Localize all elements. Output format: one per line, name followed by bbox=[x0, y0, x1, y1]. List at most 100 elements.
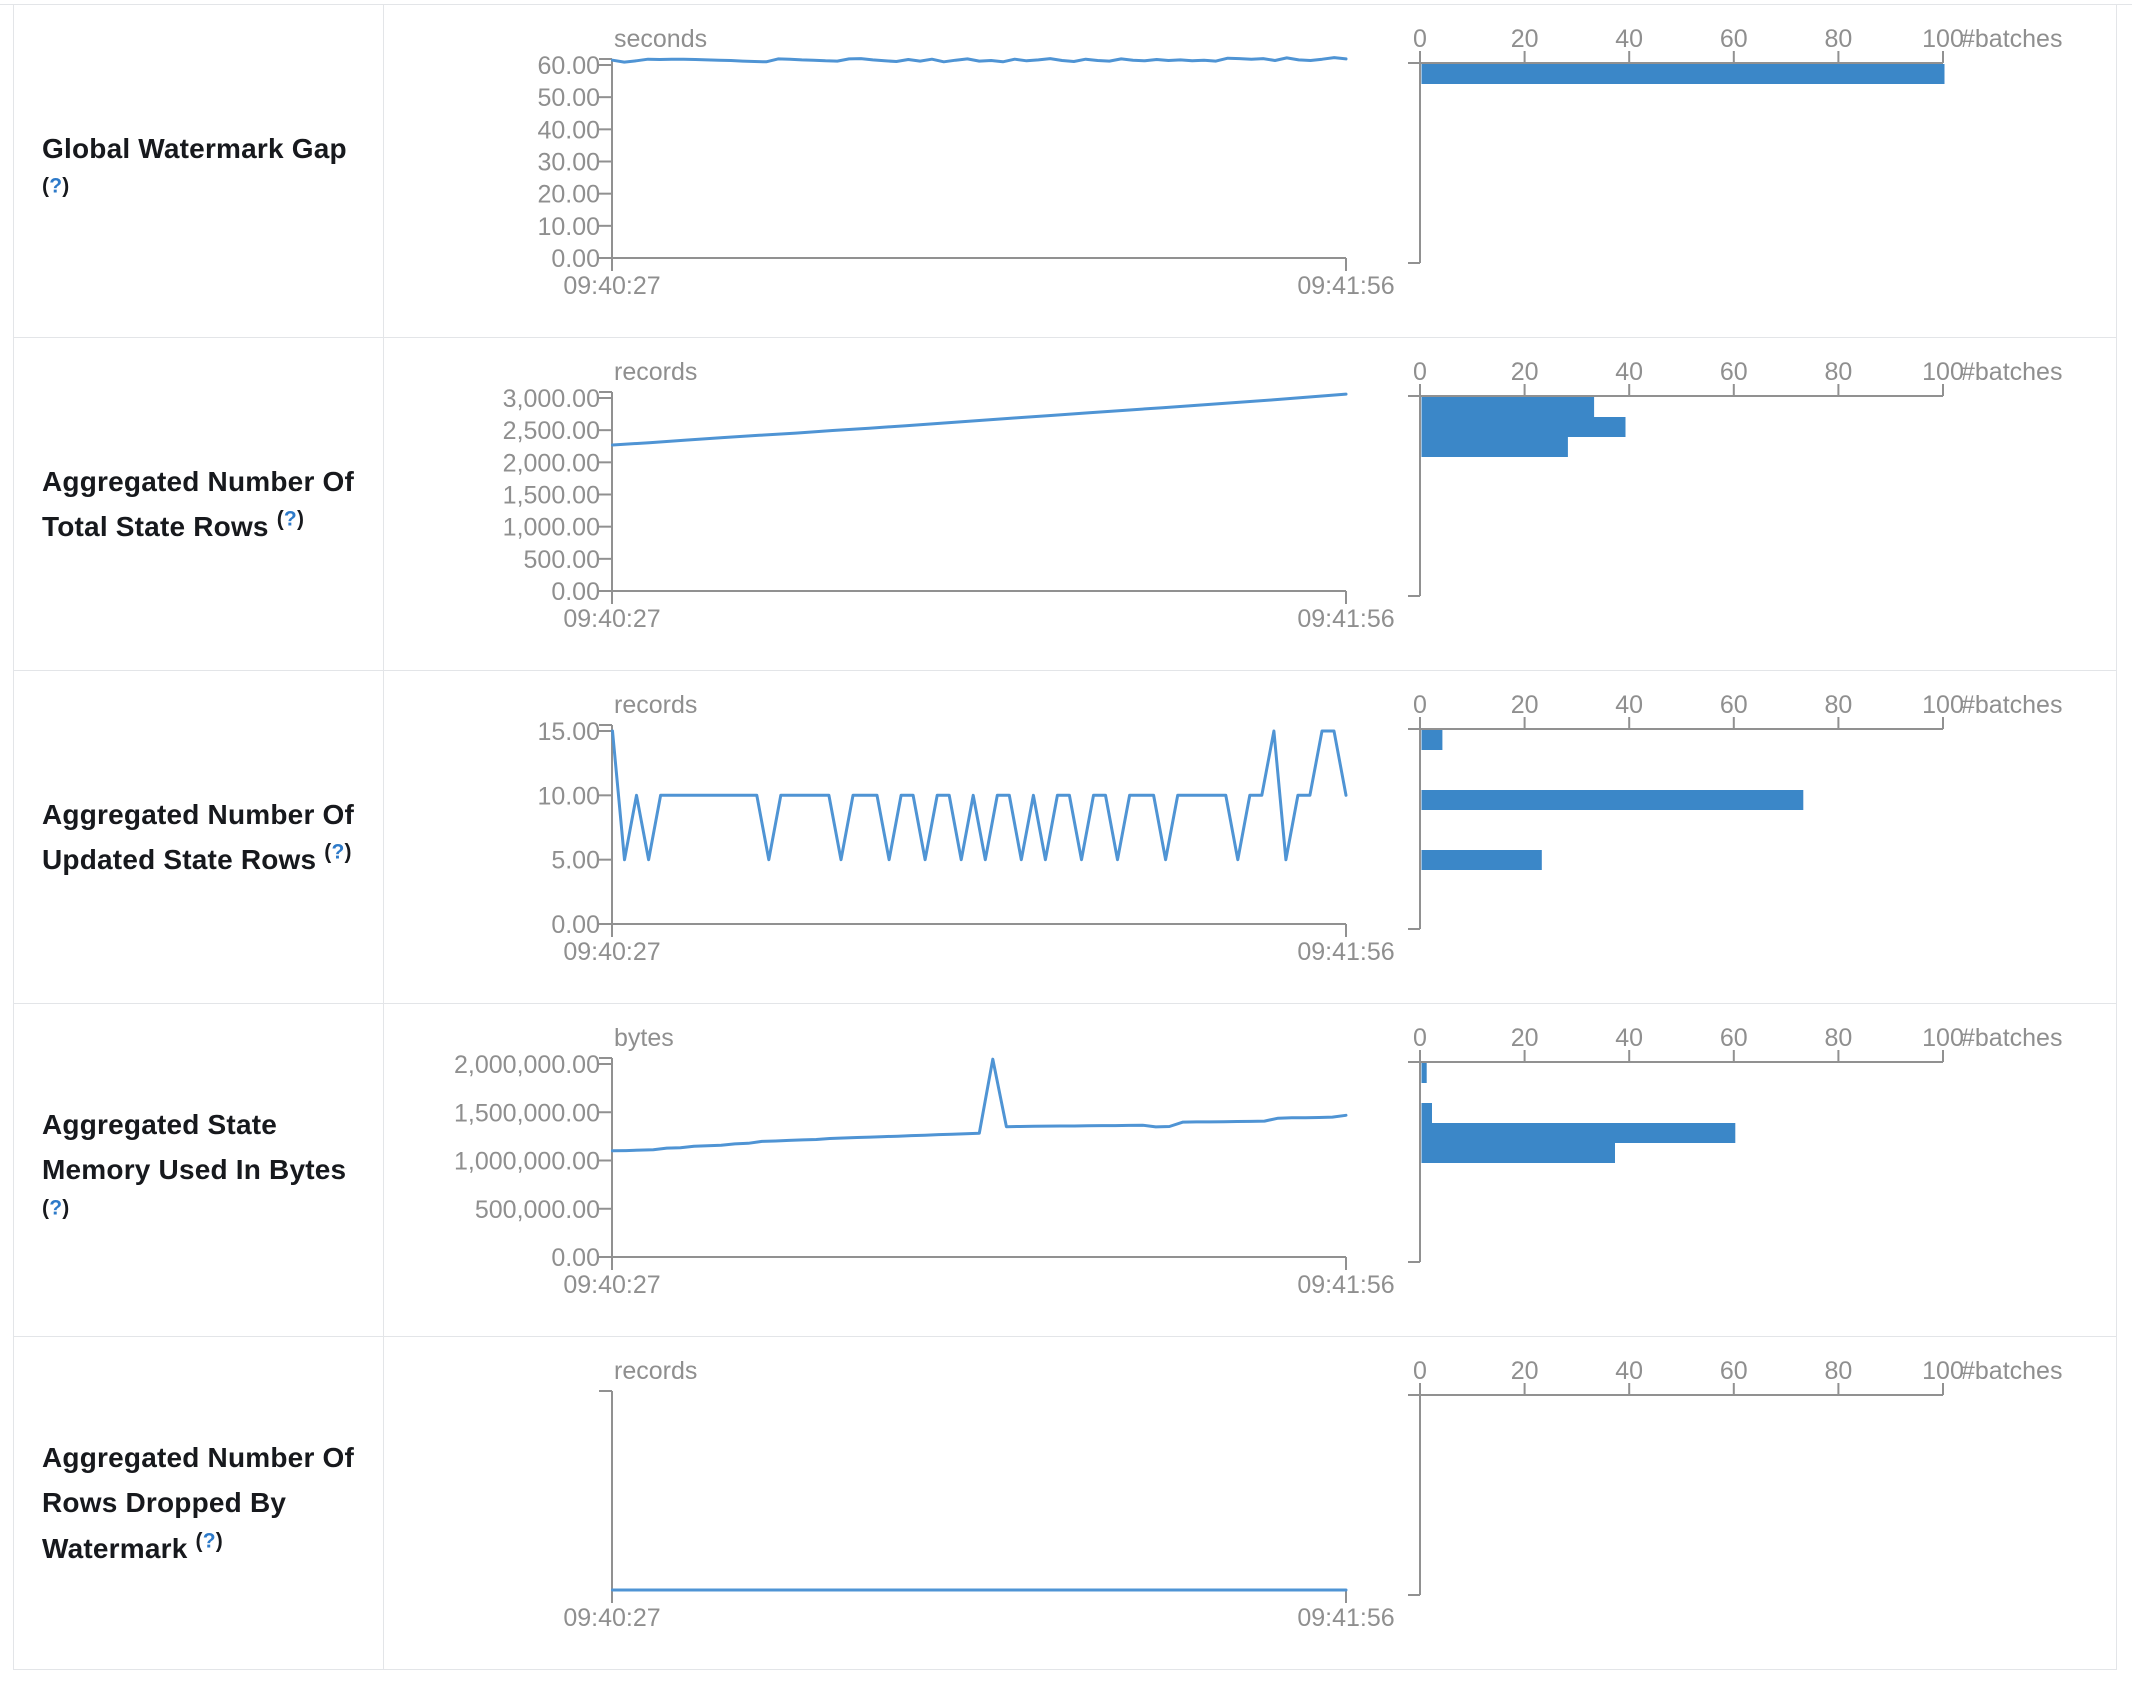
timeline-chart: records 09:40:27 09:41:56 bbox=[563, 1357, 1394, 1632]
x-axis-end-time: 09:41:56 bbox=[1297, 605, 1394, 633]
metric-name: Aggregated Number Of Updated State Rows bbox=[42, 798, 355, 875]
help-tooltip: (?) bbox=[324, 841, 351, 864]
charts-cell: records 3,000.00 2,500.00 2,000.00 1,500.00 1… bbox=[384, 338, 2116, 670]
histogram-chart: 0 20 40 60 80 100#batches bbox=[1408, 691, 2062, 930]
help-open-paren: ( bbox=[195, 1529, 203, 1553]
help-link[interactable]: ? bbox=[202, 1529, 216, 1553]
y-axis-unit-label: records bbox=[614, 691, 697, 719]
help-link[interactable]: ? bbox=[49, 174, 63, 198]
x-axis-start-time: 09:40:27 bbox=[563, 605, 660, 633]
batches-axis-title: #batches bbox=[1961, 25, 2062, 53]
charts-cell: bytes 2,000,000.00 1,500,000.00 1,000,000.0… bbox=[384, 1004, 2116, 1336]
metric-label-cell: Global Watermark Gap (?) bbox=[14, 5, 384, 337]
charts-cell: records 15.00 10.00 5.00 0.00 09:40:27 09:41:5… bbox=[384, 671, 2116, 1003]
x-axis-end-time: 09:41:56 bbox=[1297, 938, 1394, 966]
x-axis-start-time: 09:40:27 bbox=[563, 1604, 660, 1632]
batches-tick-label: 100 bbox=[1922, 1357, 1964, 1385]
y-tick-label: 10.00 bbox=[537, 213, 600, 241]
charts-cell: records 09:40:27 09:41:56 0 20 40 60 80 100 #batc… bbox=[384, 1337, 2116, 1669]
batches-tick-label: 80 bbox=[1824, 25, 1852, 53]
y-tick-label: 60.00 bbox=[537, 52, 600, 80]
batches-tick-label: 100 bbox=[1922, 25, 1964, 53]
help-open-paren: ( bbox=[324, 840, 332, 864]
metric-label: Aggregated State Memory Used In Bytes (?… bbox=[42, 1102, 365, 1238]
histogram-bar bbox=[1421, 437, 1568, 457]
histogram-bar bbox=[1421, 64, 1945, 84]
batches-tick-label: 20 bbox=[1511, 358, 1539, 386]
metric-label: Aggregated Number Of Rows Dropped By Wat… bbox=[42, 1435, 365, 1571]
help-close-paren: ) bbox=[215, 1529, 223, 1553]
batches-tick-label: 100 bbox=[1922, 358, 1964, 386]
batches-tick-label: 20 bbox=[1511, 1357, 1539, 1385]
histogram-bar bbox=[1421, 417, 1626, 437]
metrics-table: Global Watermark Gap (?) seconds 60.00 50.0… bbox=[13, 4, 2117, 1670]
help-close-paren: ) bbox=[344, 840, 352, 864]
y-tick-label: 3,000.00 bbox=[503, 385, 600, 413]
timeline-chart: records 3,000.00 2,500.00 2,000.00 1,500.00 1… bbox=[503, 358, 1395, 633]
metric-line-series bbox=[611, 1057, 1348, 1153]
metric-line-series bbox=[611, 729, 1348, 862]
batches-tick-label: 80 bbox=[1824, 1024, 1852, 1052]
y-tick-label: 1,000,000.00 bbox=[454, 1148, 600, 1176]
batches-tick-label: 60 bbox=[1720, 691, 1748, 719]
batches-axis-title: #batches bbox=[1961, 1357, 2062, 1385]
help-tooltip: (?) bbox=[195, 1529, 222, 1552]
y-axis-unit-label: bytes bbox=[614, 1024, 674, 1052]
charts-cell: seconds 60.00 50.00 40.00 30.00 20.00 10.00 0.0… bbox=[384, 5, 2116, 337]
help-open-paren: ( bbox=[42, 1196, 50, 1220]
metric-name: Aggregated Number Of Rows Dropped By Wat… bbox=[42, 1441, 355, 1564]
help-tooltip: (?) bbox=[42, 175, 69, 198]
help-open-paren: ( bbox=[276, 507, 284, 531]
batches-tick-label: 20 bbox=[1511, 691, 1539, 719]
batches-tick-label: 100 bbox=[1922, 691, 1964, 719]
metric-label-cell: Aggregated Number Of Updated State Rows … bbox=[14, 671, 384, 1003]
histogram-bar bbox=[1421, 1143, 1615, 1163]
help-link[interactable]: ? bbox=[49, 1196, 63, 1220]
metric-label-cell: Aggregated State Memory Used In Bytes (?… bbox=[14, 1004, 384, 1336]
batches-axis-title: #batches bbox=[1961, 691, 2062, 719]
batches-tick-label: 60 bbox=[1720, 25, 1748, 53]
y-tick-label: 5.00 bbox=[551, 847, 600, 875]
y-tick-label: 1,500.00 bbox=[503, 482, 600, 510]
batches-tick-label: 60 bbox=[1720, 1024, 1748, 1052]
y-tick-label: 2,500.00 bbox=[503, 417, 600, 445]
help-tooltip: (?) bbox=[277, 508, 304, 531]
y-tick-label: 1,000.00 bbox=[503, 514, 600, 542]
batches-tick-label: 40 bbox=[1615, 1357, 1643, 1385]
y-tick-label: 0.00 bbox=[551, 911, 600, 939]
histogram-bar bbox=[1421, 1123, 1736, 1143]
batches-tick-label: 40 bbox=[1615, 1024, 1643, 1052]
batches-tick-label: 40 bbox=[1615, 25, 1643, 53]
batches-tick-label: 40 bbox=[1615, 691, 1643, 719]
batches-tick-label: 20 bbox=[1511, 1024, 1539, 1052]
y-tick-label: 40.00 bbox=[537, 116, 600, 144]
metric-label-cell: Aggregated Number Of Rows Dropped By Wat… bbox=[14, 1337, 384, 1669]
histogram-chart: 0 20 40 60 80 100#batches bbox=[1408, 1357, 2062, 1596]
histogram-chart: 0 20 40 60 80 100#batches bbox=[1408, 358, 2062, 597]
batches-tick-label: 80 bbox=[1824, 1357, 1852, 1385]
histogram-bar bbox=[1421, 730, 1443, 750]
y-tick-label: 0.00 bbox=[551, 1244, 600, 1272]
batches-tick-label: 0 bbox=[1413, 1357, 1427, 1385]
metric-name: Aggregated State Memory Used In Bytes bbox=[42, 1108, 347, 1186]
batches-tick-label: 60 bbox=[1720, 358, 1748, 386]
metric-label-cell: Aggregated Number Of Total State Rows (?… bbox=[14, 338, 384, 670]
batches-tick-label: 100 bbox=[1922, 1024, 1964, 1052]
metric-label: Aggregated Number Of Updated State Rows … bbox=[42, 792, 365, 883]
timeline-chart: bytes 2,000,000.00 1,500,000.00 1,000,000.0… bbox=[454, 1024, 1395, 1299]
batches-tick-label: 40 bbox=[1615, 358, 1643, 386]
y-tick-label: 0.00 bbox=[551, 245, 600, 273]
histogram-bar bbox=[1421, 397, 1595, 417]
x-axis-end-time: 09:41:56 bbox=[1297, 1604, 1394, 1632]
help-link[interactable]: ? bbox=[331, 840, 345, 864]
y-tick-label: 2,000,000.00 bbox=[454, 1051, 600, 1079]
y-tick-label: 10.00 bbox=[537, 782, 600, 810]
y-tick-label: 2,000.00 bbox=[503, 449, 600, 477]
x-axis-end-time: 09:41:56 bbox=[1297, 272, 1394, 300]
histogram-chart: 0 20 40 60 80 100#batches bbox=[1408, 25, 2062, 264]
help-link[interactable]: ? bbox=[283, 507, 297, 531]
metric-row: Aggregated State Memory Used In Bytes (?… bbox=[14, 1003, 2116, 1336]
help-close-paren: ) bbox=[62, 174, 70, 198]
x-axis-start-time: 09:40:27 bbox=[563, 272, 660, 300]
